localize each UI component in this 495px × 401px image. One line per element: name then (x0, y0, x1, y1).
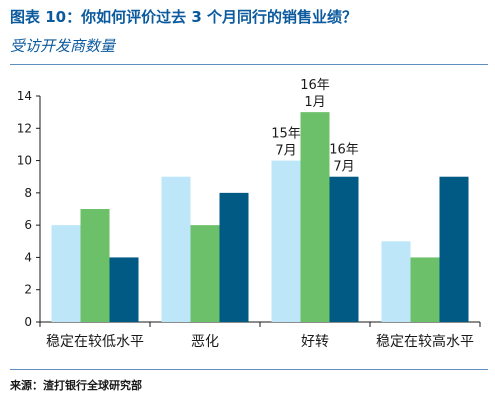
series-annotation: 1月 (304, 95, 325, 110)
y-tick-label: 8 (24, 186, 32, 200)
source-note: 来源：渣打银行全球研究部 (10, 379, 142, 392)
series-annotation: 7月 (333, 160, 354, 175)
category-label: 好转 (301, 334, 329, 350)
y-tick-label: 10 (17, 154, 32, 168)
bar (300, 112, 330, 323)
bar (410, 257, 440, 322)
y-tick-label: 2 (24, 283, 32, 297)
series-annotation: 15年 (271, 127, 301, 142)
bar (381, 241, 411, 322)
bar (109, 257, 139, 322)
bar (439, 176, 469, 322)
bar (190, 225, 220, 322)
series-annotation: 7月 (275, 144, 296, 159)
y-tick-label: 14 (17, 89, 32, 103)
y-tick-label: 4 (24, 250, 32, 264)
top-rule (10, 64, 488, 65)
series-annotation: 16年 (329, 143, 359, 158)
bar (80, 209, 110, 322)
bar (219, 192, 249, 322)
bar (271, 160, 301, 322)
bottom-rule (10, 369, 488, 370)
category-label: 稳定在较低水平 (46, 334, 144, 350)
y-tick-label: 0 (24, 315, 32, 329)
y-tick-label: 6 (24, 218, 32, 232)
category-label: 恶化 (191, 334, 219, 350)
bar (329, 176, 359, 322)
category-label: 稳定在较高水平 (376, 333, 474, 350)
chart-subtitle: 受访开发商数量 (10, 37, 116, 55)
chart-title: 图表 10：你如何评价过去 3 个月同行的销售业绩？ (10, 8, 357, 26)
bar (161, 176, 191, 322)
bar (51, 225, 81, 322)
series-annotation: 16年 (300, 78, 330, 93)
y-tick-label: 12 (17, 121, 32, 135)
